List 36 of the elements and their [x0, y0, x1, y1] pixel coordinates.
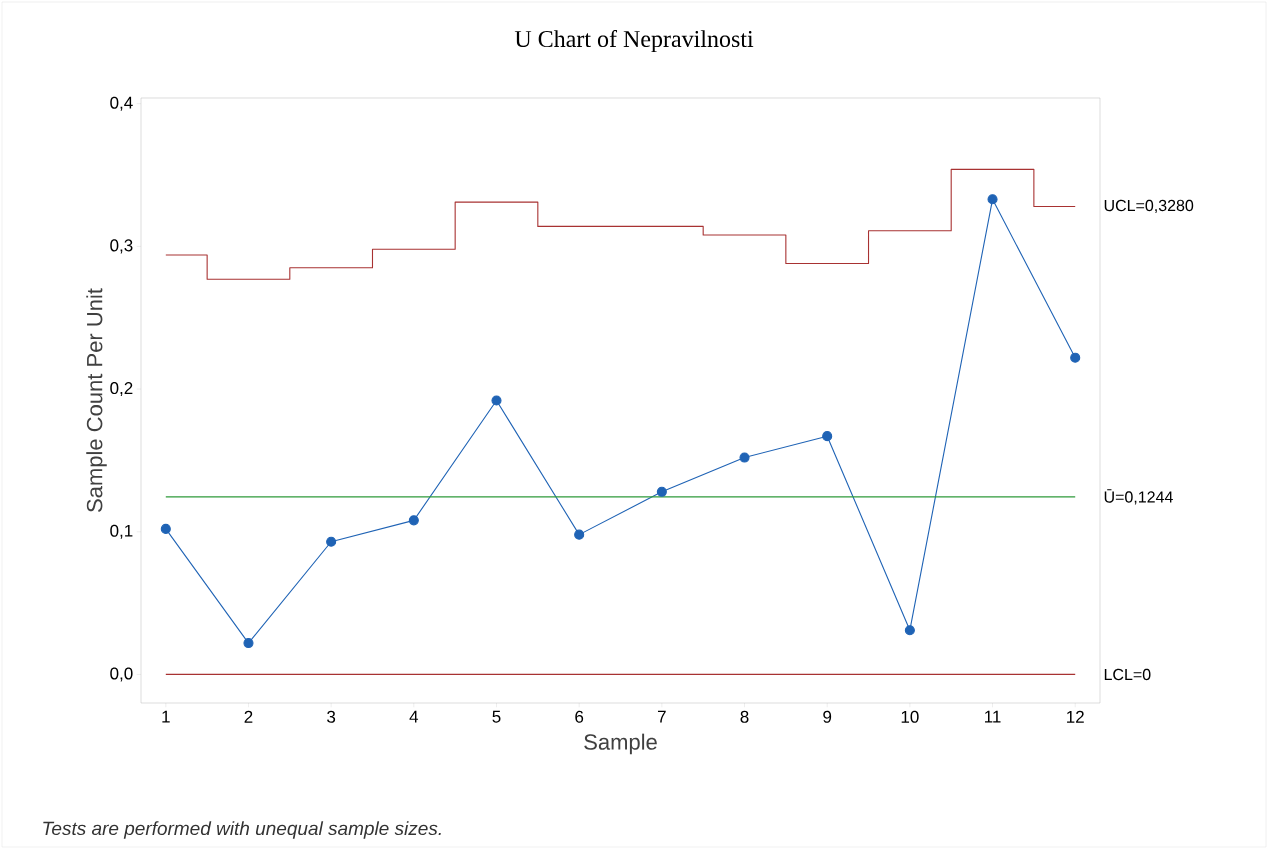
x-tick-label: 9 — [823, 710, 832, 723]
point — [574, 529, 585, 540]
x-tick-label: 4 — [409, 710, 419, 723]
point — [987, 194, 998, 205]
x-tick-label: 6 — [575, 710, 584, 723]
point — [822, 431, 833, 442]
point — [491, 395, 502, 406]
point — [160, 523, 171, 534]
y-axis-title: Sample Count Per Unit — [86, 288, 107, 512]
x-tick-label: 5 — [492, 710, 501, 723]
point — [656, 486, 667, 497]
series-label: UCL=0,3280 — [1104, 199, 1194, 214]
y-tick-label: 0,0 — [110, 667, 133, 682]
x-tick-label: 8 — [740, 710, 749, 723]
x-tick-label: 3 — [327, 710, 336, 723]
x-tick-label: 7 — [657, 710, 666, 723]
text: Tests are performed with unequal sample sizes. — [43, 821, 441, 839]
point — [243, 638, 254, 649]
x-tick-label: 11 — [985, 710, 1001, 723]
x-axis-title: Sample — [584, 733, 657, 755]
point — [904, 625, 915, 636]
ref-line-label: Ū=0,1244 — [1104, 489, 1173, 505]
y-tick-label: 0,2 — [110, 382, 133, 397]
y-tick-label: 0,4 — [110, 96, 133, 111]
x-tick-label: 10 — [901, 710, 919, 723]
point — [739, 452, 750, 463]
point — [1070, 352, 1081, 363]
chart-title: U Chart of Nepravilnosti — [514, 29, 754, 52]
y-tick-label: 0,1 — [110, 524, 133, 539]
x-tick-label: 12 — [1067, 710, 1084, 723]
y-tick-label: 0,3 — [110, 239, 133, 254]
x-tick-label: 1 — [162, 710, 170, 723]
point — [326, 536, 337, 547]
point — [408, 515, 419, 526]
x-tick-label: 2 — [244, 710, 253, 723]
ref-line-label: LCL=0 — [1104, 668, 1151, 681]
